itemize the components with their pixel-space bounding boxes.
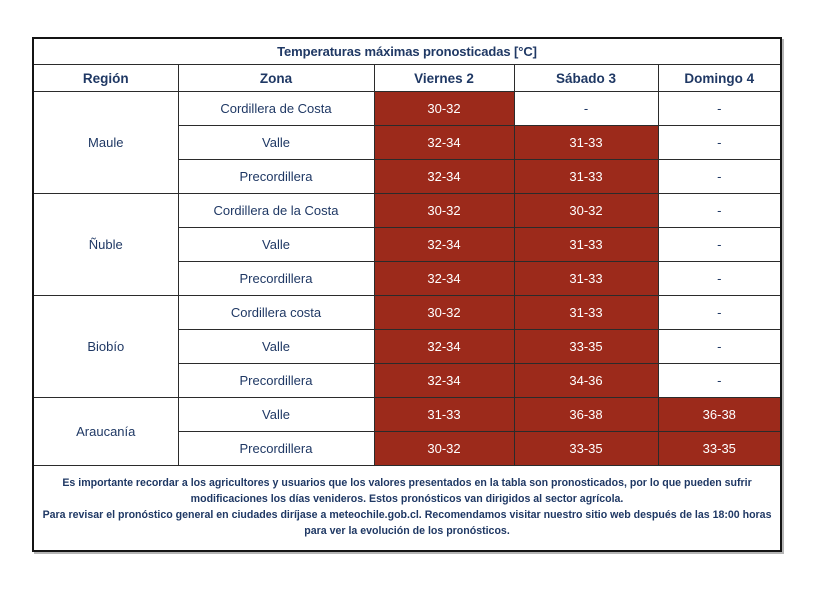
temp-cell: 32-34 xyxy=(373,125,515,160)
column-header-domingo: Domingo 4 xyxy=(657,64,782,92)
table-row: Precordillera 30-32 33-35 33-35 xyxy=(33,431,782,466)
zone-cell: Precordillera xyxy=(177,363,375,398)
region-cell-nuble: Ñuble xyxy=(32,193,179,296)
table-row: Maule Cordillera de Costa 30-32 - - xyxy=(32,91,782,194)
table-row: Precordillera 32-34 31-33 - xyxy=(33,261,782,296)
temp-cell: 31-33 xyxy=(513,125,659,160)
temp-cell: 33-35 xyxy=(657,431,782,466)
temp-cell: 30-32 xyxy=(373,193,515,228)
table-row: Valle 32-34 33-35 - xyxy=(33,329,782,364)
temp-cell: - xyxy=(657,227,782,262)
table-title: Temperaturas máximas pronosticadas [°C] xyxy=(32,37,782,65)
column-header-zona: Zona xyxy=(177,64,375,92)
temp-cell: - xyxy=(657,159,782,194)
temp-cell: 30-32 xyxy=(373,295,515,330)
zone-cell: Valle xyxy=(177,397,375,432)
table-row: Precordillera 32-34 34-36 - xyxy=(33,363,782,398)
temp-cell: - xyxy=(657,193,782,228)
footer-note: Es importante recordar a los agricultore… xyxy=(32,465,782,552)
forecast-table: Temperaturas máximas pronosticadas [°C] … xyxy=(32,37,783,552)
temp-cell: - xyxy=(657,125,782,160)
table-row: Ñuble Cordillera de la Costa 30-32 30-32… xyxy=(32,193,782,296)
zone-cell: Precordillera xyxy=(177,159,375,194)
temp-cell: - xyxy=(657,295,782,330)
temp-cell: 31-33 xyxy=(373,397,515,432)
table-row: Araucanía Valle 31-33 36-38 36-38 xyxy=(32,397,782,466)
zone-cell: Precordillera xyxy=(177,261,375,296)
temp-cell: - xyxy=(657,261,782,296)
table-row: Biobío Cordillera costa 30-32 31-33 - xyxy=(32,295,782,398)
temp-cell: 30-32 xyxy=(373,431,515,466)
column-header-sabado: Sábado 3 xyxy=(513,64,659,92)
table-row: Valle 32-34 31-33 - xyxy=(33,125,782,160)
region-cell-araucania: Araucanía xyxy=(32,397,179,466)
temp-cell: 31-33 xyxy=(513,159,659,194)
zone-cell: Cordillera costa xyxy=(177,295,375,330)
zone-cell: Valle xyxy=(177,227,375,262)
temp-cell: 36-38 xyxy=(513,397,659,432)
temp-cell: 31-33 xyxy=(513,227,659,262)
footer-line-2: Para revisar el pronóstico general en ci… xyxy=(42,509,772,537)
temp-cell: 33-35 xyxy=(513,329,659,364)
temp-cell: - xyxy=(513,91,659,126)
column-header-region: Región xyxy=(32,64,179,92)
temp-cell: 36-38 xyxy=(657,397,782,432)
temp-cell: 33-35 xyxy=(513,431,659,466)
temp-cell: - xyxy=(657,329,782,364)
temp-cell: 32-34 xyxy=(373,261,515,296)
region-cell-maule: Maule xyxy=(32,91,179,194)
temp-cell: 34-36 xyxy=(513,363,659,398)
footer-line-1: Es importante recordar a los agricultore… xyxy=(62,477,752,506)
region-cell-biobio: Biobío xyxy=(32,295,179,398)
zone-cell: Cordillera de la Costa xyxy=(177,193,375,228)
zone-cell: Valle xyxy=(177,125,375,160)
zone-cell: Valle xyxy=(177,329,375,364)
temp-cell: 31-33 xyxy=(513,261,659,296)
temp-cell: 32-34 xyxy=(373,227,515,262)
temp-cell: - xyxy=(657,91,782,126)
temp-cell: 31-33 xyxy=(513,295,659,330)
temp-cell: 30-32 xyxy=(373,91,515,126)
temp-cell: 32-34 xyxy=(373,329,515,364)
temp-cell: 32-34 xyxy=(373,363,515,398)
temp-cell: 30-32 xyxy=(513,193,659,228)
table-row: Precordillera 32-34 31-33 - xyxy=(33,159,782,194)
temp-cell: - xyxy=(657,363,782,398)
temp-cell: 32-34 xyxy=(373,159,515,194)
column-header-viernes: Viernes 2 xyxy=(373,64,515,92)
zone-cell: Cordillera de Costa xyxy=(177,91,375,126)
zone-cell: Precordillera xyxy=(177,431,375,466)
table-row: Valle 32-34 31-33 - xyxy=(33,227,782,262)
